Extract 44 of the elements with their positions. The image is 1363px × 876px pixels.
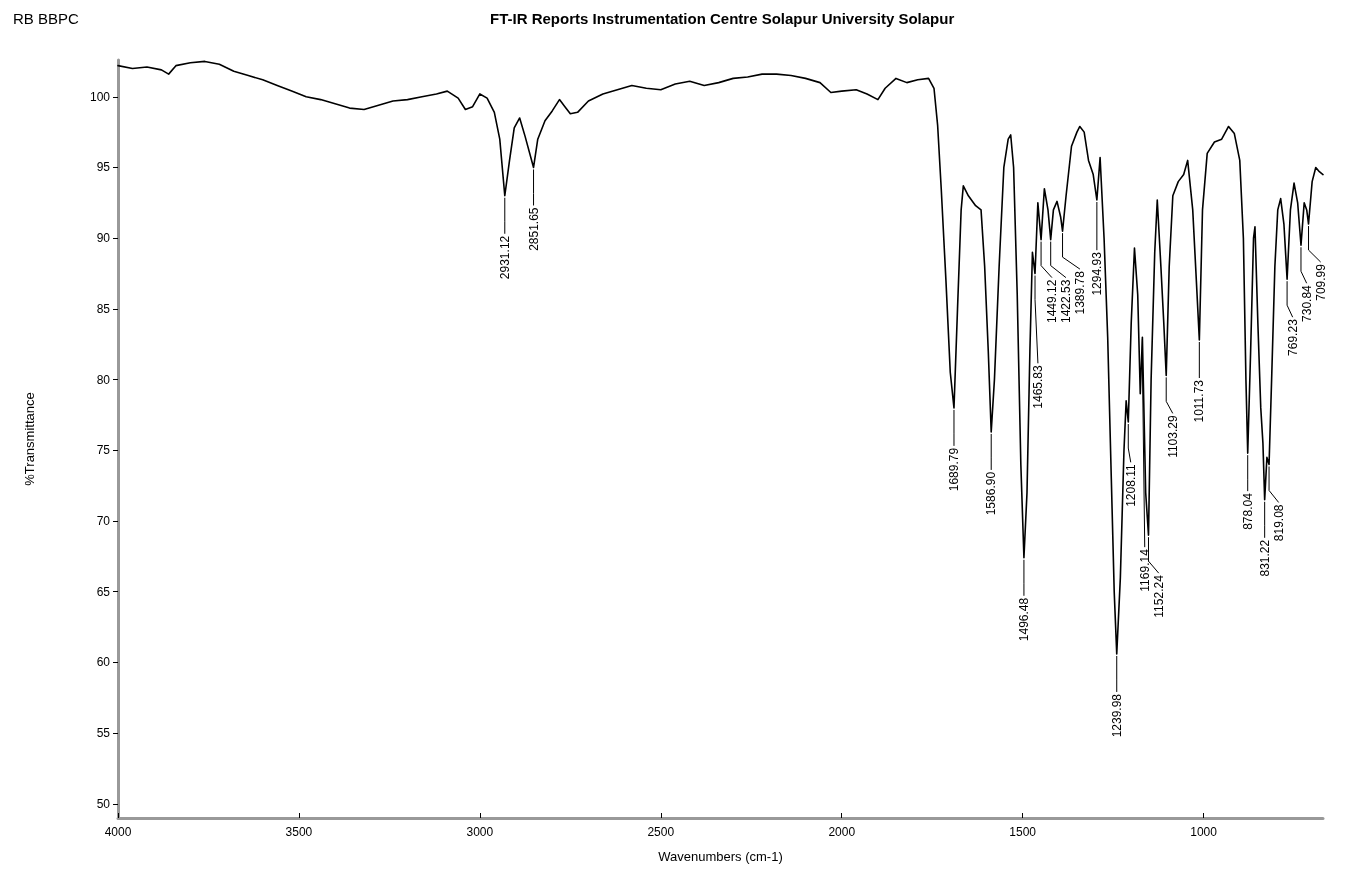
annotation: 1103.29 [1165,415,1180,458]
annotation: 1208.11 [1123,464,1138,507]
annotation: 1239.98 [1109,693,1124,738]
chart-subtitle: RB BBPC [13,10,80,27]
annotation: 1449.12 [1044,279,1059,323]
annotation: 1465.83 [1030,365,1045,409]
x-tick-label: 2000 [828,825,856,839]
annotation: 730.84 [1299,284,1314,322]
annotation: 709.99 [1313,263,1328,301]
x-tick-label: 3500 [285,825,313,839]
x-tick-label: 3000 [466,825,494,839]
x-tick-label: 1500 [1009,825,1037,839]
annotation: 769.23 [1285,318,1300,356]
annotation: 1152.24 [1151,574,1166,618]
y-tick-label: 90 [96,231,111,246]
annotation: 2931.12 [497,235,512,280]
annotation: 831.22 [1257,539,1272,577]
chart-title: FT-IR Reports Instrumentation Centre Solapur University Solapur [490,10,955,27]
y-tick-label: 65 [96,584,111,599]
annotation: 1689.79 [946,447,961,492]
y-axis-title: %Transmittance [22,392,37,486]
annotation: 1169.14 [1137,548,1152,592]
annotation: 819.08 [1271,504,1286,542]
annotation: 2851.65 [526,207,541,251]
x-axis-title: Wavenumbers (cm-1) [658,849,783,864]
annotation: 1389.78 [1072,270,1087,315]
y-tick-label: 100 [89,89,111,104]
y-tick-label: 95 [96,160,111,175]
y-tick-label: 60 [96,655,111,670]
x-tick-label: 2500 [647,825,675,839]
annotation: 1011.73 [1192,379,1207,423]
y-tick-label: 70 [96,514,111,529]
y-tick-label: 85 [96,301,111,316]
y-tick-label: 55 [96,726,111,741]
x-tick-label: 4000 [104,825,132,839]
y-tick-label: 75 [96,443,111,458]
y-tick-label: 80 [96,372,111,387]
annotation: 1294.93 [1089,251,1104,296]
x-tick-label: 1000 [1190,825,1218,839]
annotation: 1496.48 [1016,597,1031,642]
annotation: 878.04 [1240,492,1255,530]
y-tick-label: 50 [96,796,111,811]
annotation: 1422.53 [1058,279,1073,323]
annotation: 1586.90 [984,471,999,516]
